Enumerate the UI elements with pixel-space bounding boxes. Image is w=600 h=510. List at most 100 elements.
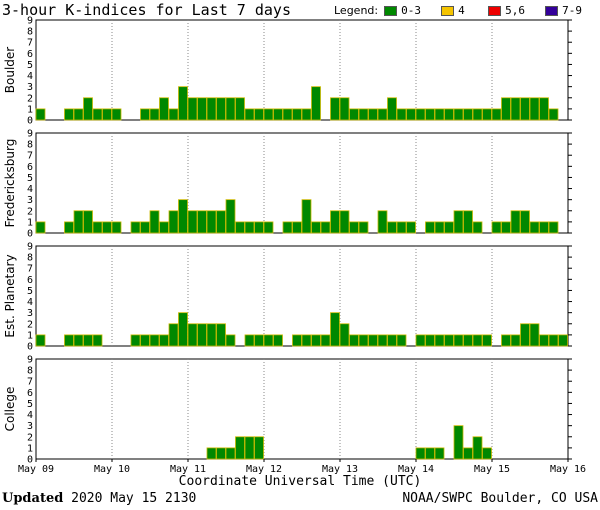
bar-fredericksburg bbox=[339, 210, 350, 234]
legend-text-4: 4 bbox=[458, 4, 465, 17]
y-tick-label: 7 bbox=[27, 264, 33, 275]
bar-boulder bbox=[73, 108, 84, 121]
bar-boulder bbox=[501, 97, 511, 121]
bar-boulder bbox=[510, 97, 521, 121]
panel-frame-est-planetary bbox=[35, 245, 569, 347]
legend-swatch-7-9 bbox=[545, 5, 559, 16]
bar-college bbox=[254, 436, 264, 460]
legend-item-4: 4 bbox=[441, 4, 488, 17]
y-tick-label: 7 bbox=[27, 377, 33, 388]
bar-fredericksburg bbox=[301, 199, 312, 234]
y-tick-label: 9 bbox=[27, 129, 33, 140]
bar-boulder bbox=[35, 108, 46, 121]
legend-swatch-0-3 bbox=[384, 5, 398, 16]
y-tick-label: 9 bbox=[27, 16, 33, 27]
bar-boulder bbox=[83, 97, 93, 121]
bar-fredericksburg bbox=[292, 221, 302, 234]
y-tick-label: 6 bbox=[27, 388, 33, 399]
bar-fredericksburg bbox=[463, 210, 473, 234]
bar-est-planetary bbox=[539, 334, 549, 347]
updated-value: 2020 May 15 2130 bbox=[71, 491, 197, 506]
bar-boulder bbox=[387, 97, 397, 121]
bar-boulder bbox=[292, 108, 302, 121]
bar-est-planetary bbox=[425, 334, 435, 347]
bar-fredericksburg bbox=[387, 221, 397, 234]
bar-boulder bbox=[311, 86, 321, 121]
x-tick-label: May 13 bbox=[322, 464, 358, 475]
legend-label: Legend: bbox=[334, 4, 379, 17]
bar-boulder bbox=[273, 108, 283, 121]
bar-est-planetary bbox=[387, 334, 397, 347]
bar-fredericksburg bbox=[396, 221, 407, 234]
bar-boulder bbox=[472, 108, 483, 121]
bar-fredericksburg bbox=[444, 221, 454, 234]
bar-fredericksburg bbox=[548, 221, 559, 234]
bar-est-planetary bbox=[415, 334, 426, 347]
bar-boulder bbox=[434, 108, 445, 121]
bar-est-planetary bbox=[83, 334, 93, 347]
bar-est-planetary bbox=[301, 334, 312, 347]
bar-boulder bbox=[396, 108, 407, 121]
bar-fredericksburg bbox=[197, 210, 207, 234]
bar-college bbox=[235, 436, 245, 460]
y-tick-label: 4 bbox=[27, 71, 33, 82]
bar-est-planetary bbox=[130, 334, 141, 347]
bar-fredericksburg bbox=[102, 221, 112, 234]
bar-est-planetary bbox=[520, 323, 530, 347]
y-tick-label: 2 bbox=[27, 319, 33, 330]
bar-boulder bbox=[339, 97, 350, 121]
bar-boulder bbox=[368, 108, 378, 121]
bar-est-planetary bbox=[396, 334, 407, 347]
legend-swatch-5-6 bbox=[488, 5, 502, 16]
legend: Legend: 0-3 4 5,6 7-9 bbox=[334, 4, 582, 17]
bar-college bbox=[225, 447, 236, 460]
bar-fredericksburg bbox=[472, 221, 483, 234]
y-tick-label: 4 bbox=[27, 184, 33, 195]
bar-college bbox=[472, 436, 483, 460]
bar-fredericksburg bbox=[244, 221, 255, 234]
panel-frame-college bbox=[35, 358, 569, 460]
y-tick-label: 1 bbox=[27, 217, 33, 228]
bar-fredericksburg bbox=[130, 221, 141, 234]
bar-fredericksburg bbox=[358, 221, 369, 234]
bar-fredericksburg bbox=[529, 221, 540, 234]
bar-est-planetary bbox=[311, 334, 321, 347]
bar-boulder bbox=[330, 97, 340, 121]
bar-est-planetary bbox=[206, 323, 217, 347]
bar-fredericksburg bbox=[501, 221, 511, 234]
y-tick-label: 3 bbox=[27, 421, 33, 432]
bar-college bbox=[425, 447, 435, 460]
bar-fredericksburg bbox=[159, 221, 169, 234]
bar-fredericksburg bbox=[168, 210, 179, 234]
x-tick-label: May 09 bbox=[18, 464, 54, 475]
bar-est-planetary bbox=[444, 334, 454, 347]
chart-title: 3-hour K-indices for Last 7 days bbox=[2, 1, 291, 19]
bar-boulder bbox=[225, 97, 236, 121]
bar-boulder bbox=[529, 97, 540, 121]
bar-boulder bbox=[111, 108, 122, 121]
y-tick-label: 2 bbox=[27, 206, 33, 217]
x-tick-label: May 10 bbox=[94, 464, 130, 475]
bar-boulder bbox=[197, 97, 207, 121]
x-tick-label: May 14 bbox=[398, 464, 434, 475]
panel-name-est-planetary: Est. Planetary bbox=[3, 254, 17, 337]
y-tick-label: 3 bbox=[27, 308, 33, 319]
bar-est-planetary bbox=[482, 334, 492, 347]
bar-boulder bbox=[244, 108, 255, 121]
bar-est-planetary bbox=[358, 334, 369, 347]
bar-boulder bbox=[548, 108, 559, 121]
bar-est-planetary bbox=[73, 334, 84, 347]
bar-boulder bbox=[140, 108, 150, 121]
bar-est-planetary bbox=[273, 334, 283, 347]
bar-fredericksburg bbox=[187, 210, 198, 234]
bar-est-planetary bbox=[64, 334, 74, 347]
bar-fredericksburg bbox=[263, 221, 274, 234]
bar-fredericksburg bbox=[320, 221, 331, 234]
bar-est-planetary bbox=[140, 334, 150, 347]
bar-est-planetary bbox=[178, 312, 188, 347]
bar-fredericksburg bbox=[510, 210, 521, 234]
y-tick-label: 0 bbox=[27, 455, 33, 466]
bar-fredericksburg bbox=[349, 221, 359, 234]
bar-est-planetary bbox=[529, 323, 540, 347]
bar-boulder bbox=[159, 97, 169, 121]
